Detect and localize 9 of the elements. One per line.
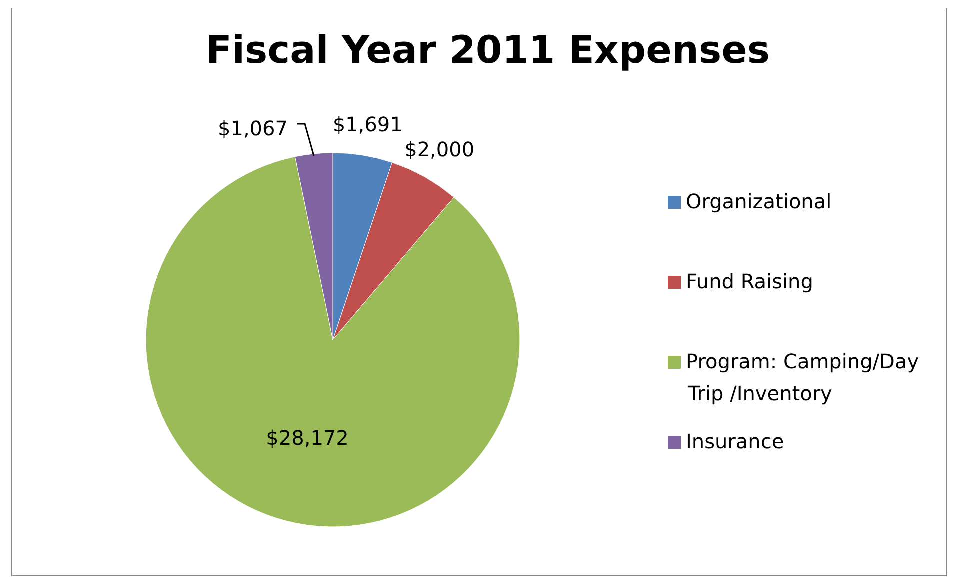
legend-label: Insurance — [686, 429, 784, 454]
chart-title: Fiscal Year 2011 Expenses — [206, 28, 770, 72]
data-label: $2,000 — [404, 137, 475, 162]
data-label: $1,691 — [332, 112, 403, 136]
data-label: $1,067 — [218, 116, 288, 140]
legend-label: Organizational — [686, 189, 832, 214]
legend-label: Fund Raising — [686, 269, 814, 294]
data-label: $28,172 — [266, 426, 349, 450]
legend-label: Program: Camping/Day Trip /Inventory — [686, 349, 920, 406]
